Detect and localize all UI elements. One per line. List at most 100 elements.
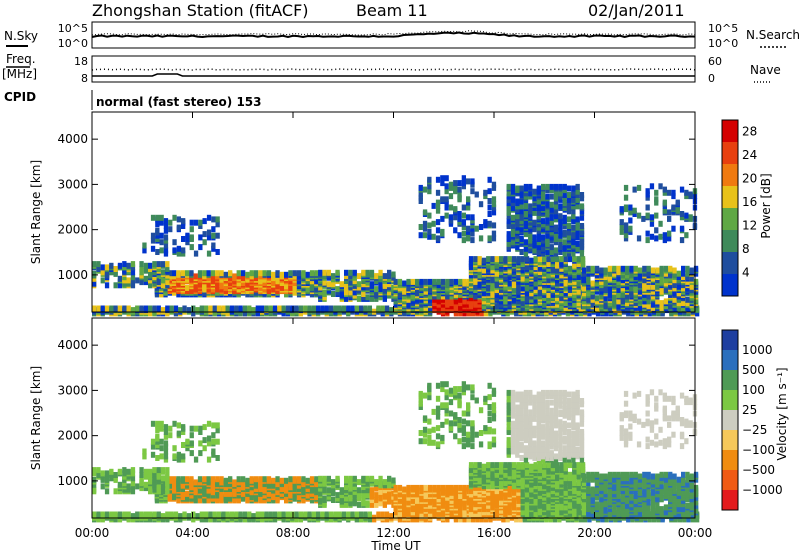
power-cell (164, 218, 168, 224)
velocity-cell (152, 512, 156, 518)
power-cell (306, 272, 310, 278)
power-cell (368, 306, 372, 312)
power-cell (207, 270, 211, 276)
velocity-cell (284, 478, 288, 484)
velocity-cell (157, 512, 161, 518)
power-cell (151, 233, 155, 239)
velocity-cell (346, 512, 350, 518)
cpid-value: normal (fast stereo) 153 (96, 95, 262, 109)
power-cell (155, 228, 159, 234)
power-cell (182, 306, 186, 312)
velocity-cell (357, 487, 361, 493)
velocity-cell (294, 512, 298, 518)
freq-tick-low: 8 (81, 72, 88, 85)
noise-tick-right-high: 10^5 (708, 22, 738, 35)
power-cell (381, 306, 385, 312)
power-cell (483, 190, 487, 196)
power-cell (646, 205, 650, 211)
velocity-cell (189, 476, 193, 482)
power-cell (567, 223, 571, 229)
power-cell (541, 234, 545, 240)
power-cell (190, 234, 194, 240)
power-cell (216, 249, 220, 255)
velocity-cell (374, 479, 378, 485)
nsearch-trace (92, 31, 695, 35)
power-cell (449, 193, 453, 199)
power-cell (580, 203, 584, 209)
power-cell (432, 221, 436, 227)
power-cell (160, 233, 164, 239)
velocity-cell (181, 476, 185, 482)
power-cell (507, 184, 511, 190)
velocity-cell (310, 476, 314, 482)
power-cell (564, 256, 568, 262)
velocity-cell (378, 476, 382, 482)
velocity-cell (314, 476, 318, 482)
power-cell (152, 261, 156, 267)
power-cell (189, 270, 193, 276)
power-cell (161, 261, 165, 267)
velocity-cell (198, 476, 202, 482)
power-cell (135, 277, 139, 283)
velocity-cell (174, 512, 178, 518)
power-cell (376, 306, 380, 312)
power-cell (457, 180, 461, 186)
power-cell (331, 291, 335, 297)
power-cell (482, 258, 486, 264)
power-cell (374, 286, 378, 292)
power-cell (576, 184, 580, 190)
velocity-cell (213, 512, 217, 518)
power-cell (172, 215, 176, 221)
power-cell (203, 231, 207, 237)
power-cell (419, 185, 423, 191)
power-cell (492, 222, 496, 228)
power-cell (280, 272, 284, 278)
velocity-cell (299, 512, 303, 518)
power-cell (550, 202, 554, 208)
power-cell (127, 277, 131, 283)
power-cell (436, 227, 440, 233)
velocity-cell (118, 469, 122, 475)
power-cell (576, 241, 580, 247)
power-cell (232, 273, 236, 279)
power-cell (445, 183, 449, 189)
power-cell (105, 306, 109, 312)
velocity-cell (148, 469, 152, 475)
power-cell (177, 225, 181, 231)
velocity-cell (331, 479, 335, 485)
power-cell (191, 306, 195, 312)
power-cell (277, 306, 281, 312)
power-cell (160, 215, 164, 221)
velocity-cell (370, 476, 374, 482)
velocity-cell (92, 477, 96, 483)
velocity-cell (370, 487, 374, 493)
velocity-cell (207, 476, 211, 482)
velocity-cell (327, 487, 331, 493)
velocity-cell (275, 476, 279, 482)
freq-tick-high: 18 (74, 55, 88, 68)
power-cell (211, 226, 215, 232)
power-cell (254, 270, 258, 276)
velocity-cell (340, 487, 344, 493)
power-cell (168, 226, 172, 232)
power-cell (204, 306, 208, 312)
velocity-cell (161, 483, 165, 489)
velocity-cell (391, 478, 395, 484)
power-cell (203, 239, 207, 245)
power-cell (436, 177, 440, 183)
velocity-cell (267, 476, 271, 482)
y-tick-label: 3000 (57, 177, 88, 191)
velocity-cell (387, 476, 391, 482)
power-cell (515, 186, 519, 192)
power-cell (174, 306, 178, 312)
power-cell (445, 196, 449, 202)
power-cell (591, 281, 595, 287)
power-cell (458, 279, 462, 285)
power-cell (436, 235, 440, 241)
power-cell (470, 214, 474, 220)
power-cell (532, 189, 536, 195)
power-cell (479, 235, 483, 241)
velocity-cell (234, 512, 238, 518)
power-cell (168, 220, 172, 226)
power-cell (449, 182, 453, 188)
